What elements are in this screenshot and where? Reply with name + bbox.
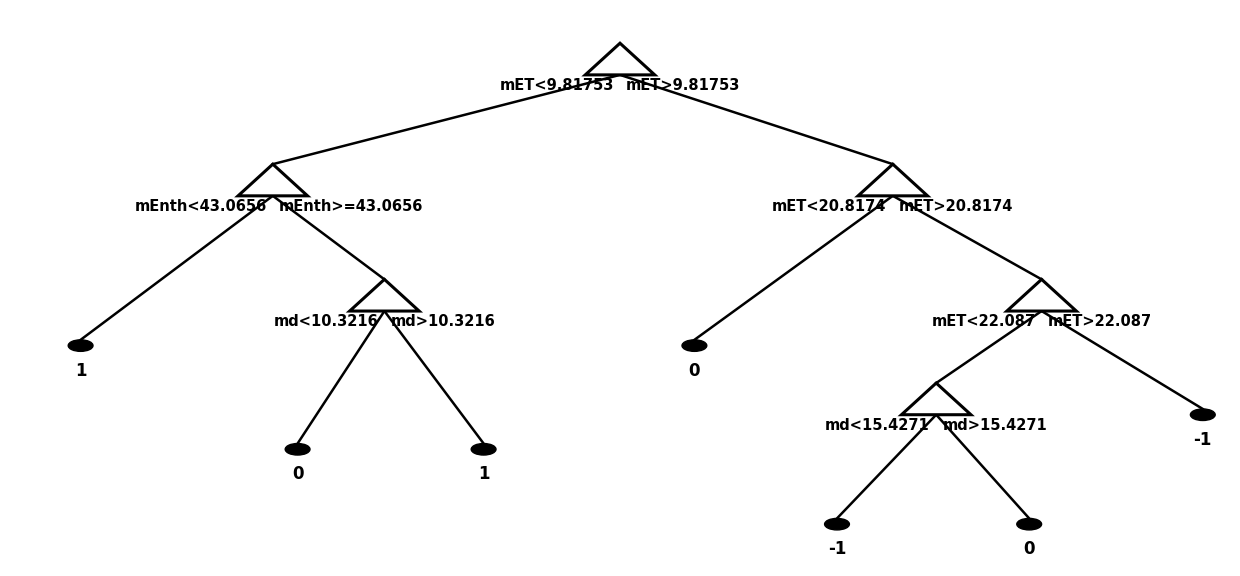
Circle shape xyxy=(68,340,93,351)
Text: 0: 0 xyxy=(291,465,304,483)
Polygon shape xyxy=(858,164,928,196)
Polygon shape xyxy=(350,279,419,311)
Text: mEnth<43.0656: mEnth<43.0656 xyxy=(134,199,267,214)
Text: mET<22.087: mET<22.087 xyxy=(931,314,1035,329)
Text: mEnth>=43.0656: mEnth>=43.0656 xyxy=(279,199,423,214)
Polygon shape xyxy=(1007,279,1076,311)
Text: -1: -1 xyxy=(828,540,846,558)
Text: 1: 1 xyxy=(477,465,490,483)
Text: mET>20.8174: mET>20.8174 xyxy=(899,199,1013,214)
Text: md>15.4271: md>15.4271 xyxy=(942,418,1047,433)
Polygon shape xyxy=(585,43,655,75)
Circle shape xyxy=(825,518,849,530)
Text: md<15.4271: md<15.4271 xyxy=(826,418,930,433)
Text: -1: -1 xyxy=(1194,431,1211,449)
Circle shape xyxy=(285,444,310,455)
Text: 0: 0 xyxy=(688,362,701,380)
Text: mET>22.087: mET>22.087 xyxy=(1048,314,1152,329)
Text: md>10.3216: md>10.3216 xyxy=(391,314,495,329)
Circle shape xyxy=(1190,409,1215,420)
Circle shape xyxy=(682,340,707,351)
Polygon shape xyxy=(901,383,971,415)
Text: 0: 0 xyxy=(1023,540,1035,558)
Text: mET<20.8174: mET<20.8174 xyxy=(773,199,887,214)
Text: md<10.3216: md<10.3216 xyxy=(274,314,378,329)
Text: mET<9.81753: mET<9.81753 xyxy=(500,78,614,93)
Circle shape xyxy=(471,444,496,455)
Text: mET>9.81753: mET>9.81753 xyxy=(626,78,740,93)
Polygon shape xyxy=(238,164,308,196)
Text: 1: 1 xyxy=(74,362,87,380)
Circle shape xyxy=(1017,518,1042,530)
